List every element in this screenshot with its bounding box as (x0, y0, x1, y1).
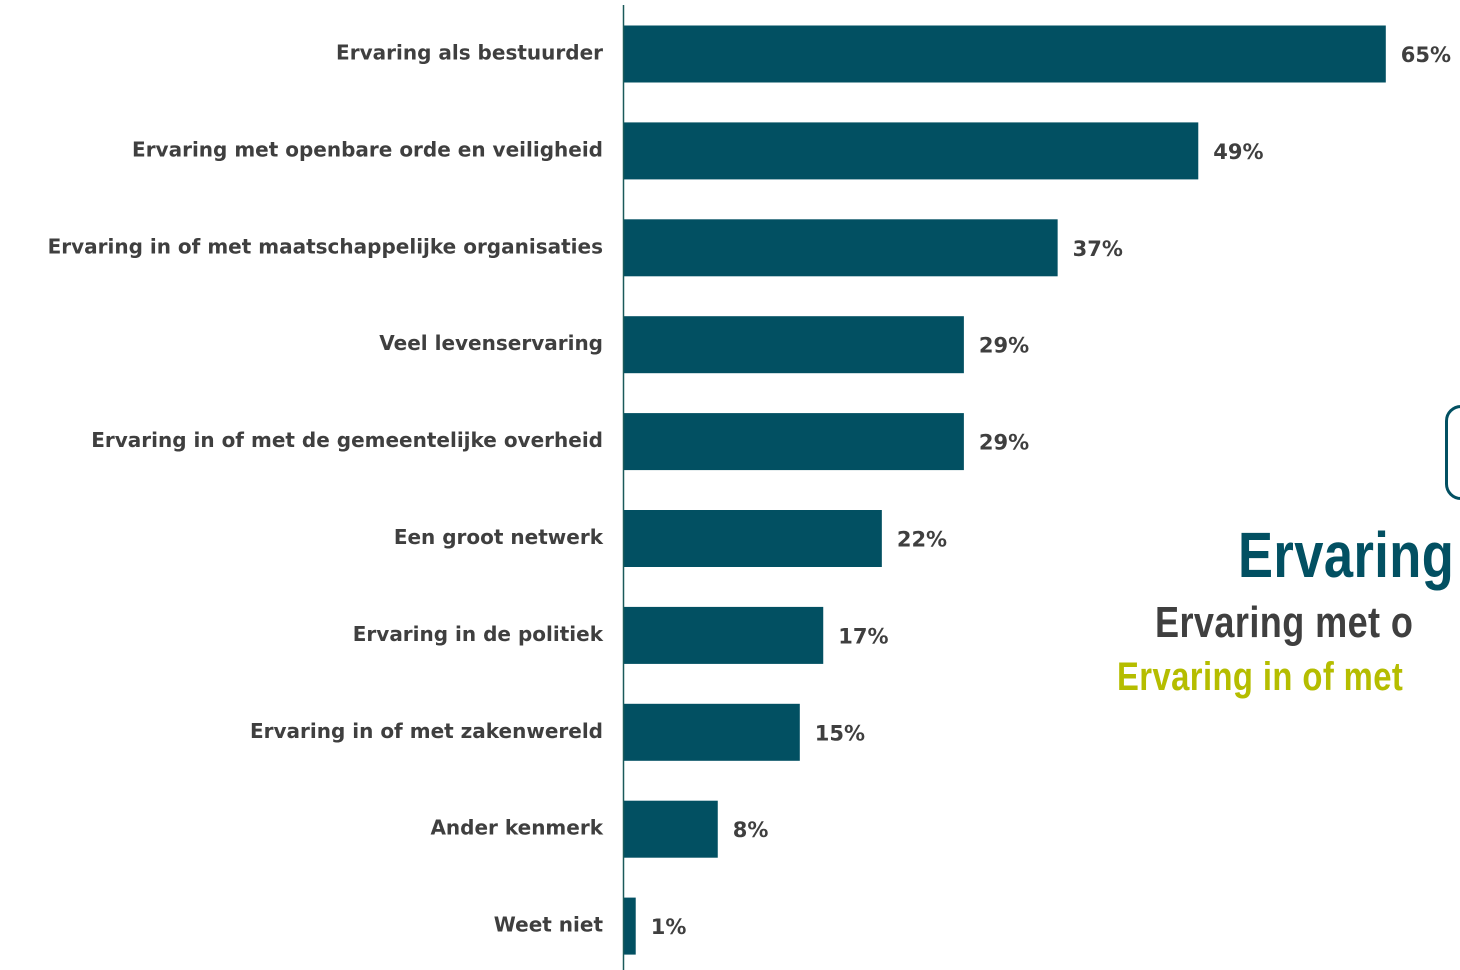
category-label: Veel levenservaring (379, 331, 603, 355)
category-label: Weet niet (494, 913, 604, 937)
value-label: 37% (1073, 237, 1123, 261)
bar (624, 703, 800, 761)
overlay-subheading: Ervaring met o (1155, 598, 1414, 647)
category-label: Een groot netwerk (394, 525, 604, 549)
bar (624, 413, 964, 471)
category-label: Ervaring in of met zakenwereld (250, 719, 603, 743)
value-label: 22% (897, 528, 947, 552)
value-labels: 65% 49% 37% 29% 29% 22% 17% 15% 8% 1% (651, 43, 1451, 939)
value-label: 17% (838, 624, 888, 648)
value-label: 49% (1213, 140, 1263, 164)
category-label: Ander kenmerk (430, 816, 603, 840)
bar (624, 219, 1058, 277)
overlay-frame (1445, 405, 1460, 500)
value-label: 29% (979, 431, 1029, 455)
overlay-highlight-text: Ervaring in of met (1117, 655, 1404, 699)
bar (624, 122, 1199, 180)
bar (624, 316, 964, 374)
value-label: 65% (1401, 43, 1451, 67)
category-labels: Ervaring als bestuurder Ervaring met open… (48, 41, 604, 937)
bar (624, 897, 636, 955)
overlay-heading: Ervaring (1238, 519, 1455, 591)
value-label: 8% (733, 818, 769, 842)
category-label: Ervaring als bestuurder (336, 41, 603, 65)
bar (624, 606, 824, 664)
bar (624, 25, 1386, 83)
value-label: 1% (651, 915, 687, 939)
bars-group (624, 25, 1386, 955)
value-label: 29% (979, 334, 1029, 358)
value-label: 15% (815, 721, 865, 745)
category-label: Ervaring met openbare orde en veiligheid (132, 137, 603, 161)
category-label: Ervaring in de politiek (353, 622, 604, 646)
category-label: Ervaring in of met maatschappelijke orga… (48, 234, 603, 258)
bar (624, 800, 718, 858)
category-label: Ervaring in of met de gemeentelijke over… (91, 428, 603, 452)
bar (624, 510, 882, 567)
